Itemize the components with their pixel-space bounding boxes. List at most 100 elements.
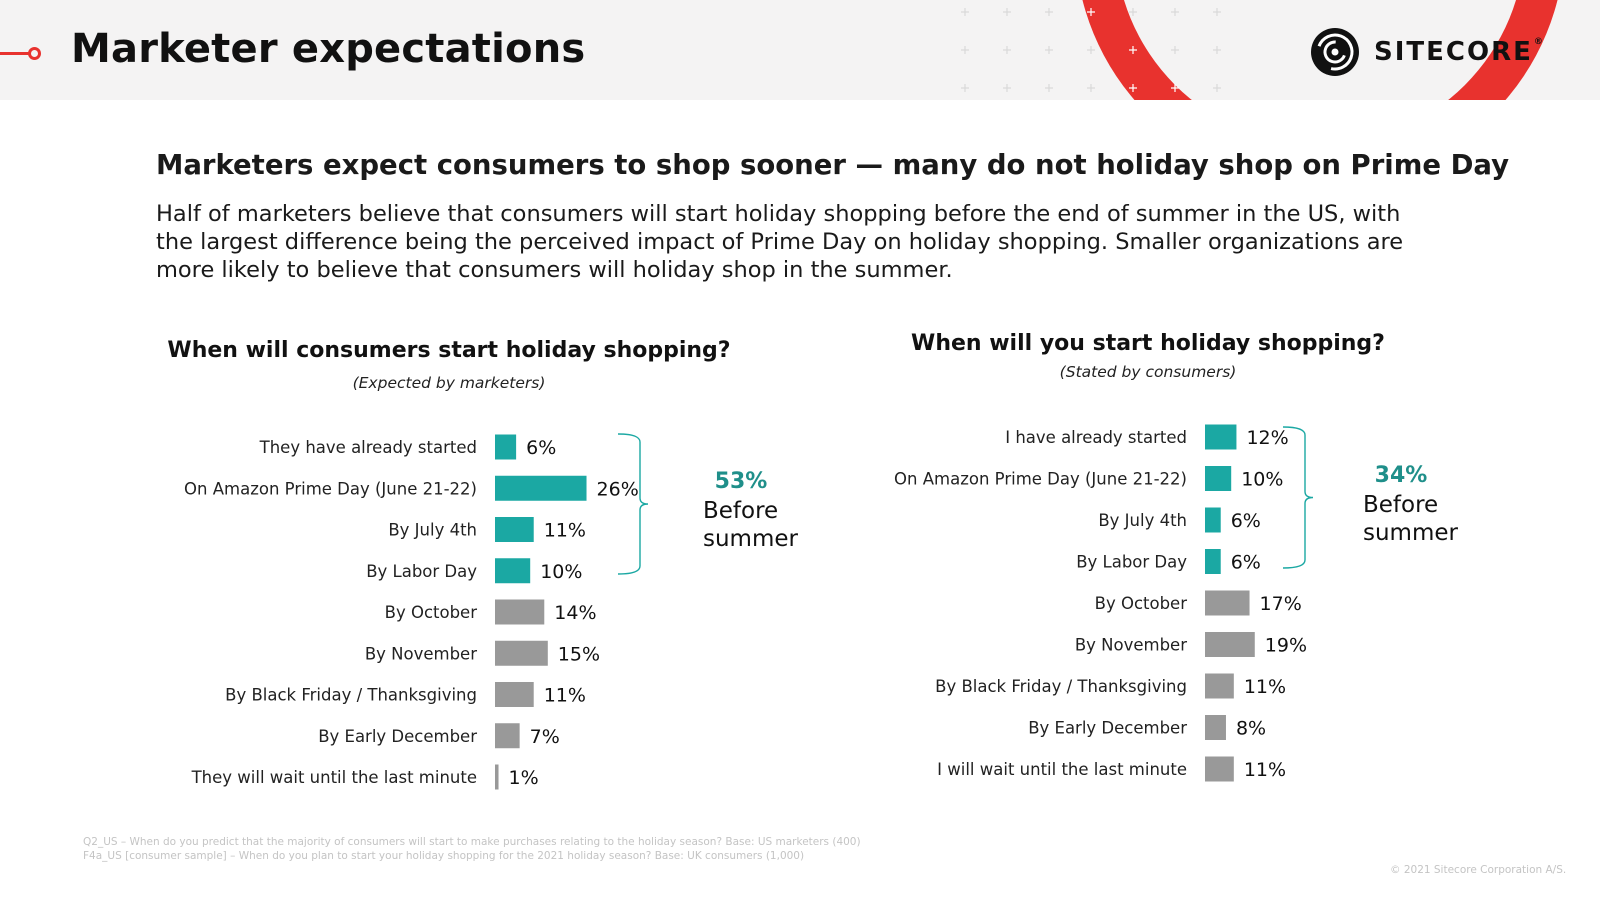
chart-1-bar <box>495 640 548 666</box>
chart-1-bar <box>495 475 587 501</box>
chart-1-bracket-percent: 53% <box>714 469 768 494</box>
plus-mark <box>1129 84 1137 92</box>
plus-mark <box>1171 84 1179 92</box>
plus-mark <box>1045 8 1053 16</box>
plus-mark <box>1213 46 1221 54</box>
plus-mark <box>1213 8 1221 16</box>
chart-1-value-label: 10% <box>540 561 582 583</box>
chart-1-title: When will consumers start holiday shoppi… <box>167 338 731 363</box>
chart-1-bar <box>495 764 499 790</box>
chart-2-category-label: I will wait until the last minute <box>937 760 1187 779</box>
chart-1-bar <box>495 434 517 460</box>
chart-2-category-label: By October <box>1095 594 1188 613</box>
plus-pattern-on-accent <box>1087 8 1179 92</box>
chart-1-bar <box>495 723 520 749</box>
chart-1-category-label: By July 4th <box>388 521 477 540</box>
plus-mark <box>1087 8 1095 16</box>
chart-2-bar <box>1205 756 1234 782</box>
chart-2-value-label: 11% <box>1244 676 1286 698</box>
copyright: © 2021 Sitecore Corporation A/S. <box>1390 864 1567 876</box>
chart-2-bar <box>1205 466 1232 491</box>
chart-1-bracket-label-line1: Before <box>703 498 779 524</box>
chart-2-value-label: 11% <box>1244 759 1286 781</box>
chart-1-category-label: By Labor Day <box>366 562 477 581</box>
chart-2-category-label: By November <box>1075 636 1187 655</box>
plus-mark <box>1087 46 1095 54</box>
chart-2-bar <box>1205 632 1255 657</box>
chart-2-bracket-label: Before summer <box>1363 491 1458 547</box>
chart-1-value-label: 6% <box>526 437 556 459</box>
chart-2-subtitle: (Stated by consumers) <box>1059 363 1237 381</box>
chart-1-value-label: 15% <box>558 643 600 665</box>
chart-1-category-label: They will wait until the last minute <box>191 768 477 787</box>
title-accent-line <box>0 52 30 55</box>
chart-1-bar <box>495 599 545 625</box>
chart-1-value-label: 14% <box>554 602 596 624</box>
chart-2-value-label: 6% <box>1231 552 1261 574</box>
plus-mark <box>1003 84 1011 92</box>
chart-1-bar <box>495 558 531 584</box>
chart-2-category-label: On Amazon Prime Day (June 21-22) <box>894 470 1187 489</box>
chart-2-value-label: 6% <box>1231 510 1261 532</box>
chart-2-value-label: 12% <box>1246 427 1288 449</box>
chart-2-bar <box>1205 549 1221 574</box>
chart-2-category-label: By Early December <box>1028 719 1187 738</box>
chart-2-bracket-percent: 34% <box>1374 463 1428 488</box>
chart-1-category-label: By November <box>365 644 477 663</box>
chart-2-category-label: By July 4th <box>1098 511 1187 530</box>
chart-1-category-label: They have already started <box>259 438 477 457</box>
plus-mark <box>1171 8 1179 16</box>
plus-mark <box>1003 46 1011 54</box>
chart-1-bar <box>495 682 534 707</box>
chart-1-value-label: 1% <box>509 767 539 789</box>
chart-2-title: When will you start holiday shopping? <box>911 331 1385 356</box>
headline: Marketers expect consumers to shop soone… <box>156 149 1510 181</box>
logo-wordmark: SITECORE® <box>1374 37 1545 67</box>
plus-mark <box>1171 46 1179 54</box>
body-paragraph: Half of marketers believe that consumers… <box>156 201 1404 283</box>
chart-2-value-label: 17% <box>1260 593 1302 615</box>
plus-mark <box>961 46 969 54</box>
footnote-2: F4a_US [consumer sample] – When do you p… <box>83 850 805 862</box>
title-accent-dot <box>28 47 41 60</box>
chart-1-bracket-label: Before summer <box>703 497 798 553</box>
chart-1-category-label: By Black Friday / Thanksgiving <box>225 686 477 705</box>
chart-1-subtitle: (Expected by marketers) <box>352 374 546 392</box>
plus-mark <box>1129 46 1137 54</box>
plus-mark <box>1213 84 1221 92</box>
footnote-1: Q2_US – When do you predict that the maj… <box>83 836 861 848</box>
chart-2-bracket-label-line1: Before <box>1363 492 1439 518</box>
plus-mark <box>1003 8 1011 16</box>
chart-1-category-label: By October <box>385 603 478 622</box>
chart-1-bar <box>495 517 534 542</box>
chart-2-value-label: 19% <box>1265 635 1307 657</box>
chart-1-bracket-label-line2: summer <box>703 526 798 552</box>
chart-2-value-label: 10% <box>1241 469 1283 491</box>
header-bar: Marketer expectations SITECORE® <box>0 0 1600 100</box>
chart-1-value-label: 7% <box>530 726 560 748</box>
chart-1-category-label: By Early December <box>318 727 477 746</box>
chart-2-bar <box>1205 424 1237 450</box>
plus-pattern <box>961 8 1221 92</box>
chart-1-value-label: 11% <box>544 520 586 542</box>
sitecore-logo-icon <box>1311 28 1359 76</box>
chart-1-bracket <box>617 433 649 575</box>
plus-mark <box>1087 84 1095 92</box>
plus-mark <box>1129 8 1137 16</box>
chart-2-bracket-label-line2: summer <box>1363 520 1458 546</box>
chart-2-value-label: 8% <box>1236 718 1266 740</box>
chart-1-category-label: On Amazon Prime Day (June 21-22) <box>184 479 477 498</box>
chart-2-category-label: By Black Friday / Thanksgiving <box>935 677 1187 696</box>
chart-2-bar <box>1205 673 1234 699</box>
plus-mark <box>961 84 969 92</box>
chart-1-value-label: 11% <box>544 685 586 707</box>
plus-mark <box>1045 46 1053 54</box>
plus-mark <box>1045 84 1053 92</box>
chart-2-bracket <box>1282 426 1314 569</box>
plus-mark <box>961 8 969 16</box>
chart-2-bar <box>1205 507 1221 533</box>
chart-2-category-label: By Labor Day <box>1076 553 1187 572</box>
chart-2-bar <box>1205 715 1226 740</box>
